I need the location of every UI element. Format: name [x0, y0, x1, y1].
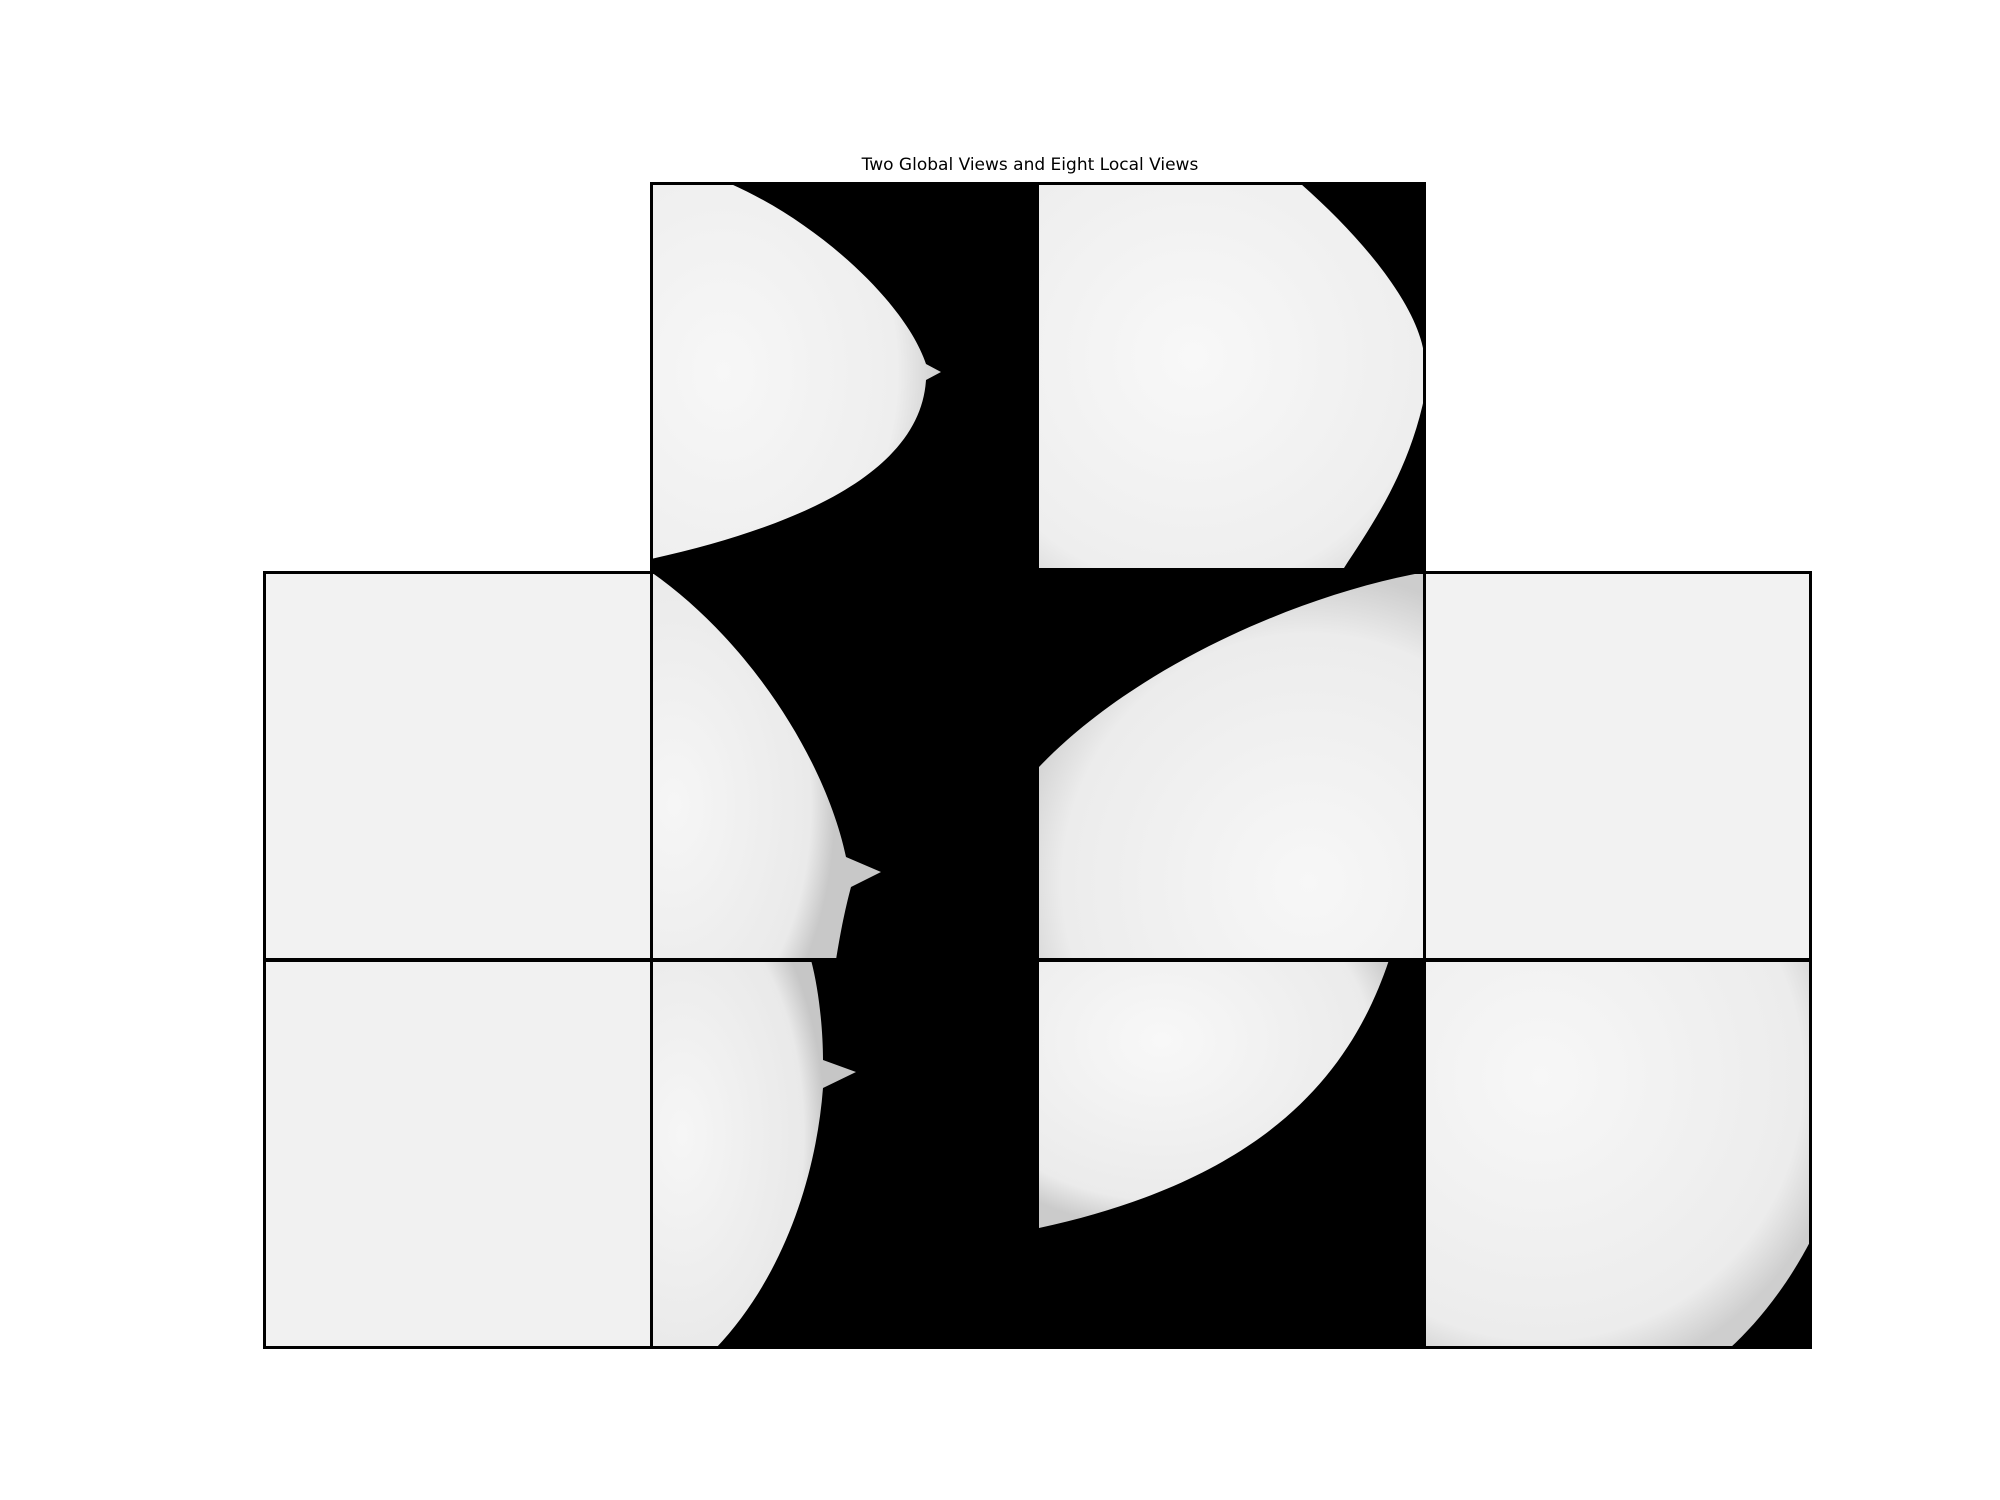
global-view-1-image	[651, 184, 941, 559]
local-view-6-image	[651, 960, 856, 1348]
border-row3-top	[263, 958, 1812, 962]
local-view-2-image	[651, 572, 881, 960]
local-view-1	[264, 572, 651, 960]
global-view-2	[1039, 184, 1425, 572]
border-col-3	[1423, 571, 1426, 1349]
local-view-7-image	[1039, 960, 1389, 1228]
local-view-2	[651, 572, 1039, 960]
global-view-2-image	[1039, 184, 1425, 568]
local-view-3	[1039, 572, 1425, 960]
local-view-5	[264, 960, 651, 1348]
border-left	[263, 571, 266, 1349]
border-bottom	[263, 1346, 1812, 1349]
border-right	[1809, 571, 1812, 1349]
local-view-6	[651, 960, 1039, 1348]
figure-title: Two Global Views and Eight Local Views	[861, 155, 1199, 175]
global-view-1	[651, 184, 1039, 572]
border-global-left	[650, 182, 653, 574]
local-view-7	[1039, 960, 1425, 1348]
local-view-4	[1425, 572, 1811, 960]
local-view-3-image	[1039, 572, 1425, 960]
border-global-top	[650, 182, 1426, 185]
local-view-8-image	[1425, 960, 1811, 1348]
border-row2-top	[263, 571, 1812, 574]
border-global-right	[1423, 182, 1426, 574]
border-col-1	[650, 571, 653, 1349]
local-view-8	[1425, 960, 1811, 1348]
